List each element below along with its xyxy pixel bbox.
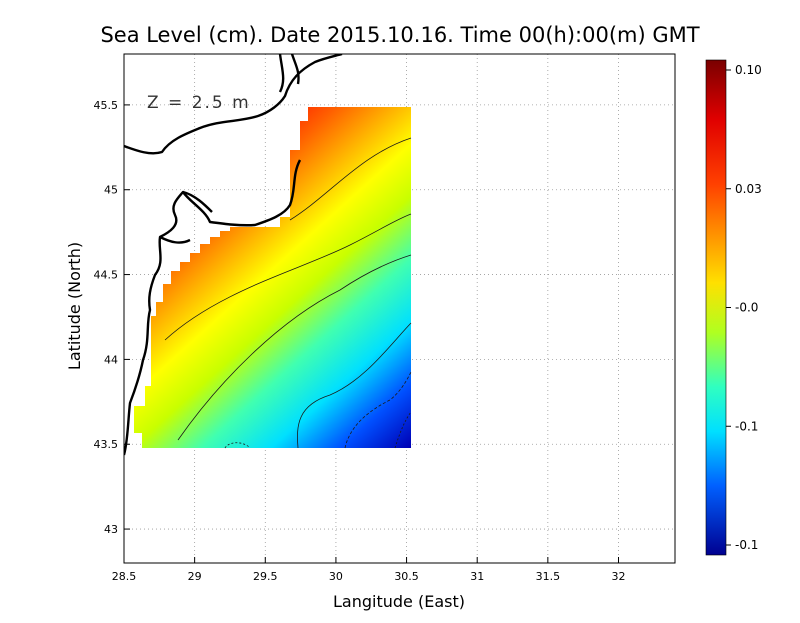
- colorbar-label: 0.10: [735, 63, 762, 77]
- x-tick-label: 28.5: [112, 570, 137, 583]
- y-tick-label: 44.5: [94, 269, 119, 282]
- coastline-path: [124, 54, 343, 155]
- coastline: [124, 54, 343, 456]
- coastline-path: [124, 159, 302, 456]
- x-tick-label: 30: [329, 570, 343, 583]
- x-axis-label: Langitude (East): [333, 592, 465, 611]
- colorbar-label: -0.1: [735, 538, 758, 552]
- y-tick-label: 43: [104, 523, 118, 536]
- x-tick-label: 29: [188, 570, 202, 583]
- contour-line: [289, 137, 412, 221]
- x-tick-label: 29.5: [253, 570, 278, 583]
- x-tick-label: 32: [611, 570, 625, 583]
- y-tick-label: 45: [104, 184, 118, 197]
- x-tick-label: 30.5: [394, 570, 419, 583]
- x-axis: 28.5 29 29.5 30 30.5 31 31.5 32: [112, 557, 625, 583]
- coastline-path: [182, 190, 213, 213]
- contour-line: [164, 213, 412, 341]
- colorbar-ticks: 0.10 0.03 -0.0 -0.1 -0.1: [726, 63, 762, 552]
- colorbar-label: -0.1: [735, 419, 758, 433]
- y-tick-label: 45.5: [94, 99, 119, 112]
- contour-line: [297, 322, 412, 449]
- y-tick-label: 44: [104, 353, 118, 366]
- y-tick-label: 43.5: [94, 438, 119, 451]
- x-tick-label: 31: [470, 570, 484, 583]
- contour-line: [177, 254, 412, 441]
- y-axis-label: Latitude (North): [65, 242, 84, 370]
- contour-line: [344, 371, 412, 449]
- chart-title: Sea Level (cm). Date 2015.10.16. Time 00…: [100, 23, 699, 47]
- x-tick-label: 31.5: [536, 570, 561, 583]
- coastline-path: [290, 54, 300, 85]
- colorbar-label: -0.0: [735, 301, 758, 315]
- coastline-path: [278, 54, 285, 93]
- contour-lines: [164, 137, 412, 449]
- colorbar: [705, 59, 727, 556]
- colorbar-label: 0.03: [735, 182, 762, 196]
- contour-line: [224, 442, 251, 449]
- contour-line: [394, 411, 412, 449]
- depth-annotation: Z = 2.5 m: [147, 93, 251, 113]
- coastline-path: [159, 235, 191, 244]
- plot-frame: [123, 53, 676, 564]
- y-axis: 43 43.5 44 44.5 45 45.5: [94, 99, 130, 536]
